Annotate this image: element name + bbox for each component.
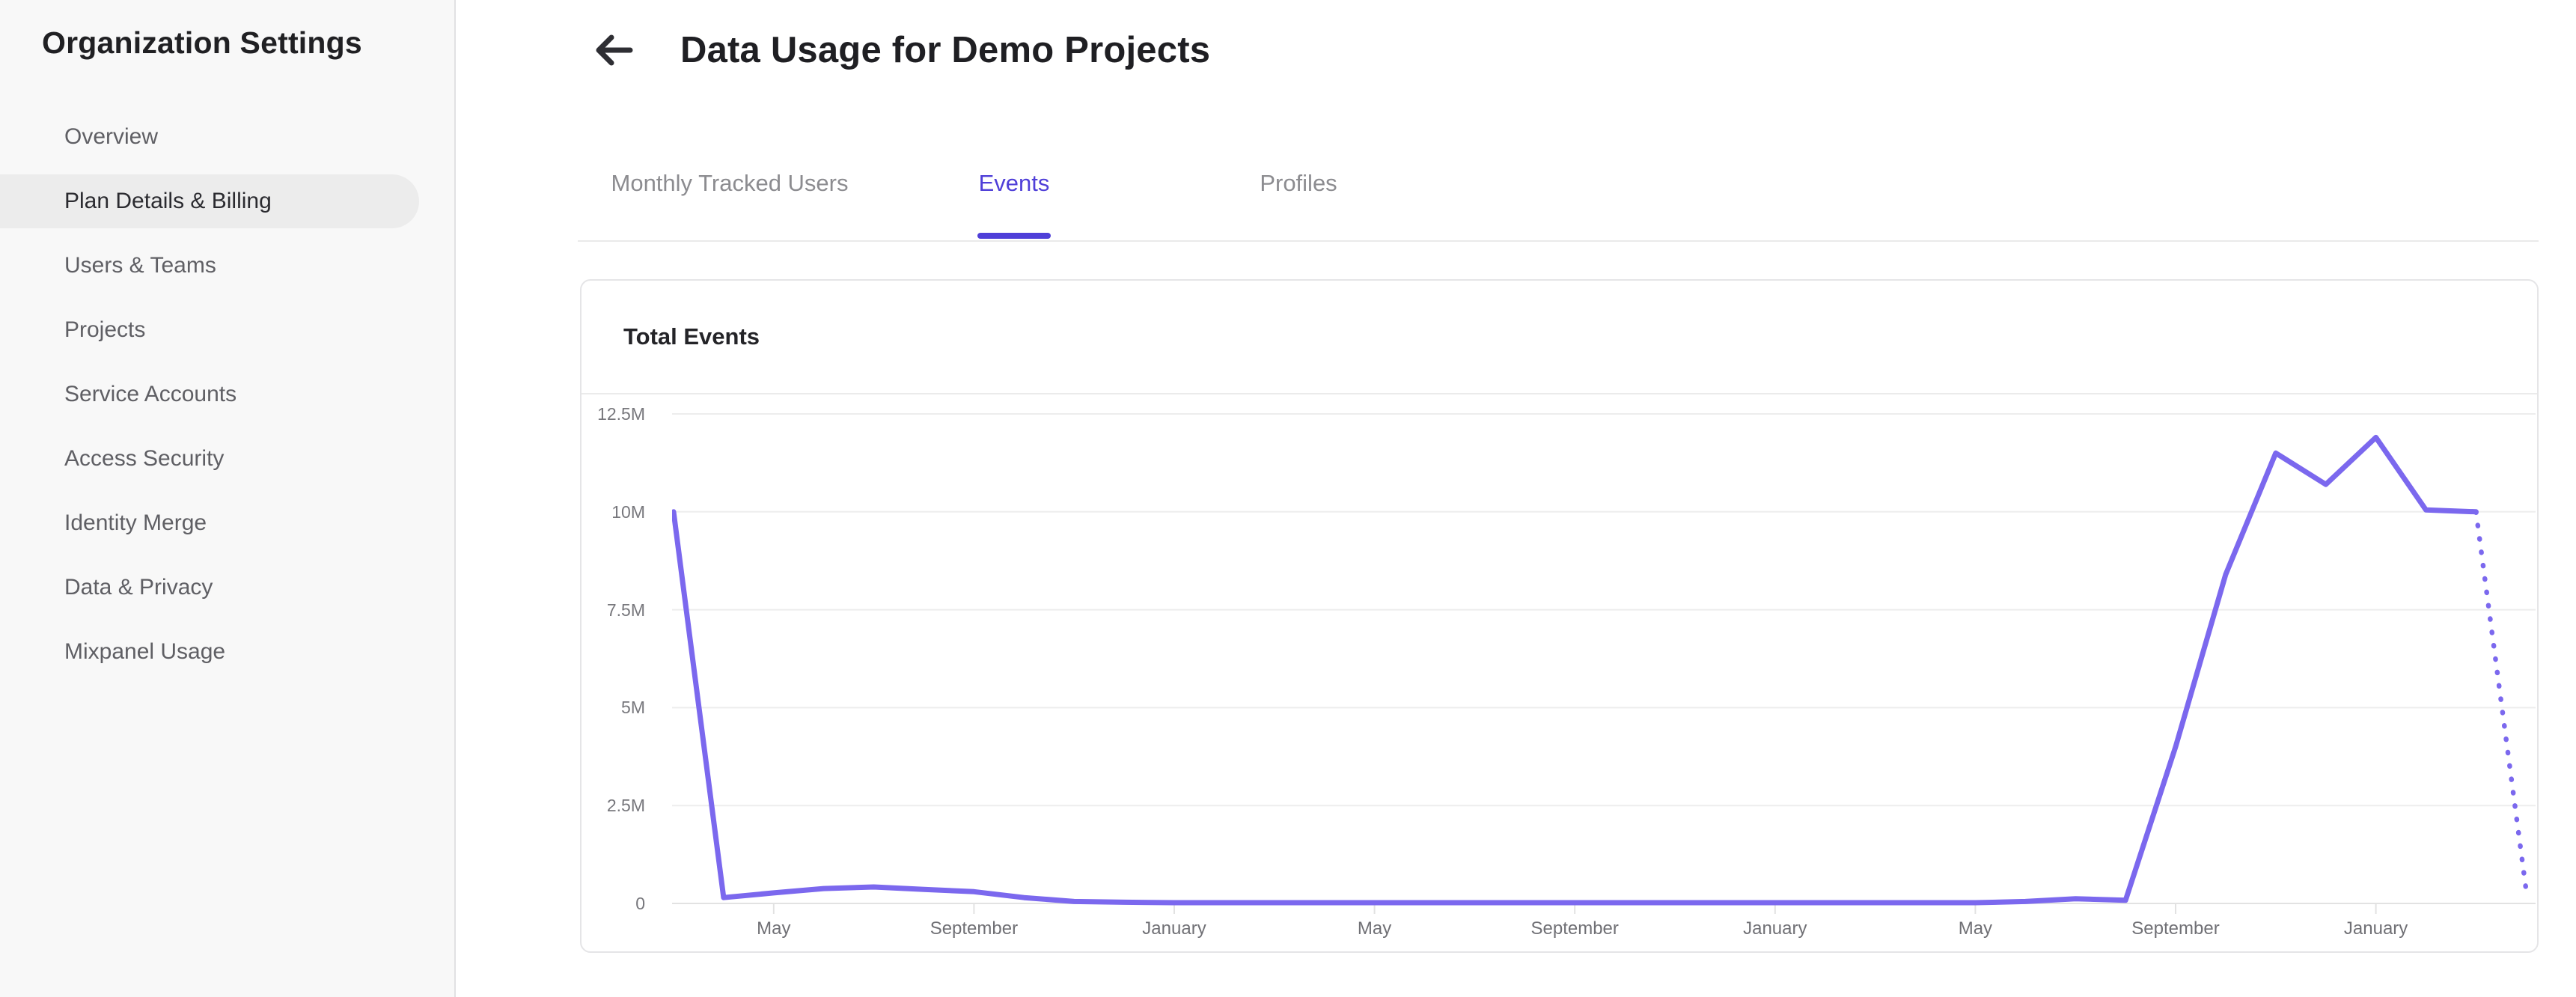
x-axis-label: May (1357, 918, 1392, 939)
sidebar-item-identity-merge[interactable]: Identity Merge (64, 510, 207, 535)
y-axis-label: 5M (621, 698, 645, 718)
x-axis-label: January (1142, 918, 1206, 939)
chart-plot-area: 12.5M 10M 7.5M 5M 2.5M 0 (582, 394, 2537, 915)
tab-label: Profiles (1260, 170, 1337, 196)
total-events-card: Total Events 12.5M 10M 7.5M 5M 2.5M 0 May Sept… (580, 279, 2539, 953)
tabs-bar: Monthly Tracked Users Events Profiles (578, 170, 2539, 242)
events-line (672, 434, 2479, 906)
x-axis-label: January (2343, 918, 2408, 939)
x-axis-label: January (1743, 918, 1807, 939)
back-arrow-icon (596, 34, 633, 66)
page-header: Data Usage for Demo Projects (456, 0, 2576, 72)
chart-title: Total Events (623, 323, 760, 350)
sidebar-item-mixpanel-usage[interactable]: Mixpanel Usage (64, 639, 226, 664)
sidebar-item-data-privacy[interactable]: Data & Privacy (64, 575, 213, 600)
sidebar-title: Organization Settings (42, 25, 362, 60)
x-axis-label: September (2131, 918, 2220, 939)
sidebar-item-projects[interactable]: Projects (64, 317, 146, 342)
x-axis-label: September (1530, 918, 1619, 939)
active-tab-underline (977, 233, 1052, 239)
sidebar-item-service-accounts[interactable]: Service Accounts (64, 382, 237, 406)
y-axis-label: 7.5M (606, 600, 645, 620)
y-axis-label: 12.5M (597, 404, 645, 424)
y-axis-label: 10M (611, 501, 645, 522)
y-axis-label: 2.5M (606, 796, 645, 816)
sidebar: Organization Settings Overview Plan Detai… (0, 0, 456, 997)
sidebar-item-users-teams[interactable]: Users & Teams (64, 253, 216, 278)
tab-label: Monthly Tracked Users (611, 170, 849, 196)
events-line-projected (2473, 509, 2529, 892)
chart-card-header: Total Events (582, 281, 2537, 394)
main-content: Data Usage for Demo Projects Monthly Tra… (456, 0, 2576, 997)
x-axis-label: September (930, 918, 1019, 939)
x-axis-label: May (757, 918, 791, 939)
x-axis-label: May (1958, 918, 1993, 939)
back-button[interactable] (591, 28, 633, 72)
tab-events[interactable]: Events (872, 170, 1156, 240)
sidebar-item-access-security[interactable]: Access Security (64, 446, 225, 471)
y-axis-labels: 12.5M 10M 7.5M 5M 2.5M 0 (582, 394, 672, 915)
sidebar-item-overview[interactable]: Overview (64, 124, 159, 149)
x-axis-labels: May September January May September January Ma… (582, 915, 2537, 951)
tab-monthly-tracked-users[interactable]: Monthly Tracked Users (587, 170, 872, 240)
sidebar-item-plan-details-billing[interactable]: Plan Details & Billing (0, 174, 419, 228)
tab-profiles[interactable]: Profiles (1156, 170, 1441, 240)
y-axis-label: 0 (635, 894, 645, 913)
events-chart-svg (672, 413, 2536, 914)
sidebar-nav: Overview Plan Details & Billing Users & Te… (0, 110, 454, 679)
page-title: Data Usage for Demo Projects (680, 30, 1211, 70)
tab-label: Events (977, 170, 1052, 239)
